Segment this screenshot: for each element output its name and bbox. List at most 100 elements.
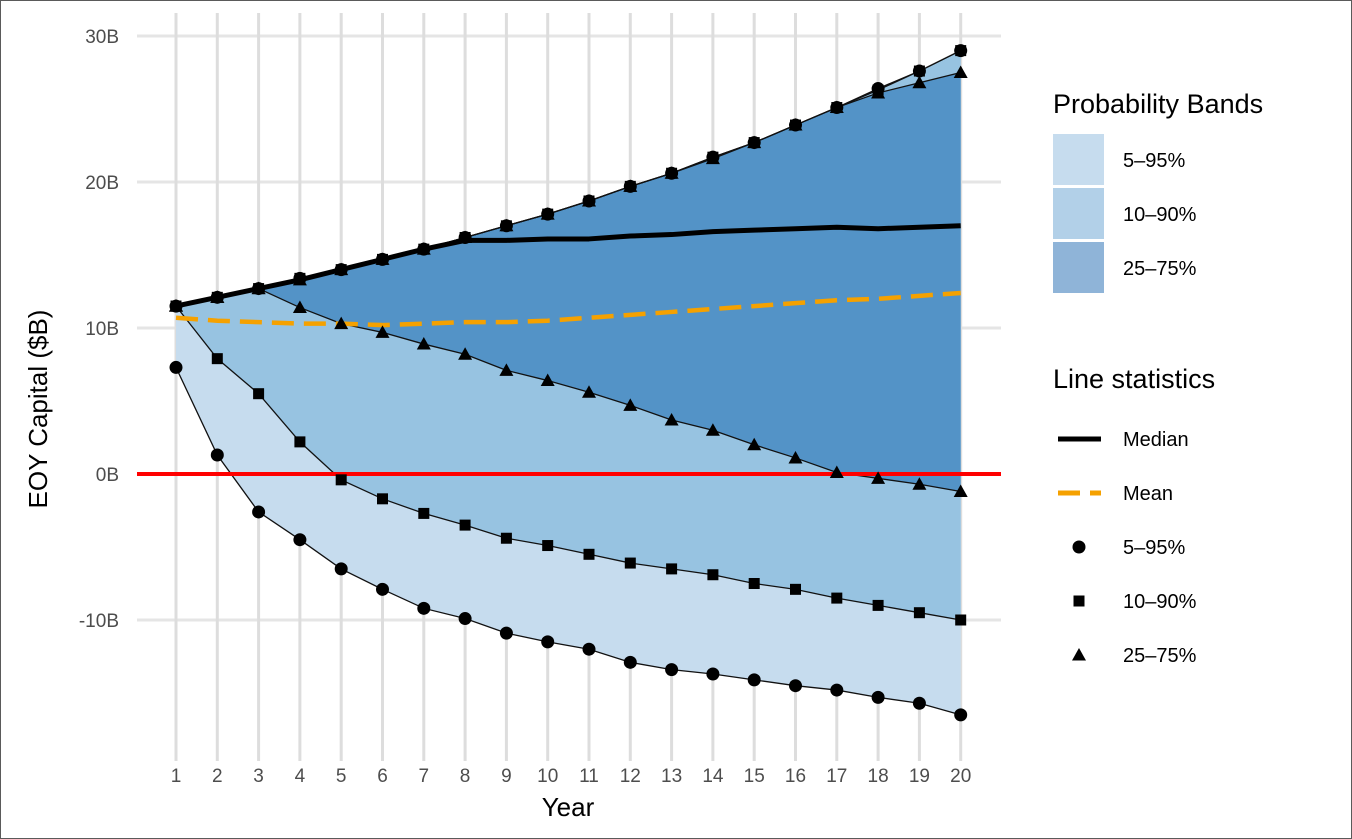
marker-triangle-upper-year-12 <box>623 179 638 192</box>
legend-line-label: 10–90% <box>1123 591 1197 613</box>
band-edge-0-lower <box>175 367 961 716</box>
marker-circle-lower-year-17 <box>830 683 844 697</box>
marker-triangle-lower-year-19 <box>912 477 927 490</box>
marker-circle-lower-year-9 <box>499 626 513 640</box>
marker-triangle-upper-year-4 <box>292 272 307 286</box>
marker-triangle-lower-year-9 <box>499 363 514 376</box>
marker-square-lower-year-2 <box>211 353 223 365</box>
marker-circle-lower-year-19 <box>912 696 926 710</box>
marker-square-lower-year-18 <box>872 599 884 611</box>
x-tick-label: 2 <box>212 766 223 787</box>
y-axis-title: EOY Capital ($B) <box>23 310 53 509</box>
x-tick-label: 12 <box>620 766 641 787</box>
marker-triangle-lower-year-4 <box>292 300 307 314</box>
x-tick-label: 8 <box>460 766 471 787</box>
y-tick-label: 10B <box>85 319 119 340</box>
marker-triangle-lower-year-13 <box>664 412 679 426</box>
legend-line-label: Mean <box>1123 483 1173 505</box>
x-tick-label: 13 <box>661 766 682 787</box>
x-tick-label: 9 <box>501 766 512 787</box>
x-tick-label: 11 <box>579 766 599 787</box>
marker-triangle-upper-year-11 <box>582 193 596 207</box>
legend-band-swatch <box>1053 188 1104 239</box>
marker-circle-lower-year-13 <box>665 663 679 677</box>
marker-circle-lower-year-11 <box>582 642 596 656</box>
probability-bands <box>175 50 961 716</box>
marker-triangle-upper-year-18 <box>871 85 886 99</box>
marker-square-upper-year-20 <box>955 45 967 57</box>
x-tick-label: 17 <box>826 766 847 787</box>
marker-triangle-upper-year-6 <box>375 252 390 265</box>
marker-triangle-lower-year-5 <box>334 316 349 330</box>
y-tick-label: 20B <box>85 173 119 194</box>
marker-triangle-upper-year-9 <box>499 218 514 232</box>
marker-square-lower-year-15 <box>748 578 760 589</box>
marker-triangle-upper-year-3 <box>251 281 266 295</box>
band-edge-1-lower <box>175 305 961 621</box>
marker-circle-lower-year-10 <box>541 635 555 649</box>
x-tick-label: 20 <box>950 766 971 787</box>
marker-square-lower-year-8 <box>459 519 471 531</box>
band-area-2 <box>176 72 961 492</box>
series-line-mean <box>175 290 961 328</box>
x-tick-label: 19 <box>909 766 930 787</box>
marker-square-lower-year-20 <box>955 614 967 626</box>
marker-circle-lower-year-18 <box>871 690 885 704</box>
marker-triangle-lower-year-18 <box>871 471 886 484</box>
legend-triangle-key <box>1072 648 1086 661</box>
legend-square-key <box>1073 595 1085 607</box>
marker-triangle-lower-year-16 <box>788 450 803 464</box>
marker-triangle-upper-year-7 <box>416 242 431 255</box>
marker-triangle-upper-year-14 <box>705 151 720 165</box>
marker-triangle-lower-year-10 <box>540 373 555 387</box>
marker-triangle-upper-year-5 <box>334 262 349 276</box>
marker-circle-lower-year-6 <box>376 582 389 596</box>
marker-square-lower-year-12 <box>624 557 636 569</box>
x-tick-label: 3 <box>253 766 264 787</box>
marker-square-lower-year-16 <box>790 583 801 595</box>
legend-line-label: 25–75% <box>1123 645 1197 667</box>
marker-square-lower-year-13 <box>666 563 678 575</box>
marker-triangle-upper-year-20 <box>953 65 968 78</box>
legend-line-label: Median <box>1123 429 1189 451</box>
legend-band-swatch <box>1053 134 1104 185</box>
marker-circle-lower-year-14 <box>706 667 720 681</box>
legend-band-label: 5–95% <box>1123 150 1185 172</box>
marker-circle-lower-year-7 <box>417 601 431 615</box>
x-tick-label: 4 <box>295 766 306 787</box>
marker-triangle-upper-year-19 <box>912 75 927 89</box>
marker-triangle-lower-year-20 <box>953 484 968 498</box>
marker-triangle-lower-year-15 <box>747 437 762 451</box>
marker-circle-lower-year-5 <box>334 562 348 576</box>
legend-band-swatch <box>1053 242 1104 293</box>
marker-circle-lower-year-1 <box>169 360 183 374</box>
marker-circle-lower-year-20 <box>954 708 968 722</box>
marker-triangle-lower-year-8 <box>458 347 473 360</box>
marker-triangle-upper-year-15 <box>747 135 762 149</box>
legend: Probability Bands 5–95% 10–90% 25–75% Line s… <box>1053 89 1263 667</box>
marker-triangle-upper-year-16 <box>788 118 803 131</box>
marker-triangle-upper-year-10 <box>540 207 555 220</box>
band-markers <box>169 44 968 722</box>
y-tick-label: -10B <box>79 611 119 632</box>
legend-lines-title: Line statistics <box>1053 364 1215 394</box>
x-tick-label: 14 <box>702 766 724 787</box>
marker-circle-lower-year-3 <box>252 505 266 519</box>
marker-triangle-upper-year-13 <box>664 166 679 179</box>
marker-circle-lower-year-12 <box>623 655 637 669</box>
marker-square-lower-year-9 <box>500 532 512 544</box>
marker-square-lower-year-17 <box>831 592 843 604</box>
marker-triangle-lower-year-7 <box>416 337 431 350</box>
statistic-lines <box>175 223 961 328</box>
marker-triangle-lower-year-12 <box>623 398 638 411</box>
marker-square-upper-year-19 <box>913 65 925 77</box>
marker-triangle-upper-year-8 <box>458 230 473 243</box>
marker-triangle-upper-year-1 <box>169 299 183 312</box>
marker-triangle-lower-year-11 <box>582 385 596 398</box>
marker-triangle-lower-year-17 <box>829 465 844 479</box>
x-tick-label: 5 <box>336 766 347 787</box>
x-tick-label: 6 <box>377 766 388 787</box>
legend-band-label: 10–90% <box>1123 204 1197 226</box>
